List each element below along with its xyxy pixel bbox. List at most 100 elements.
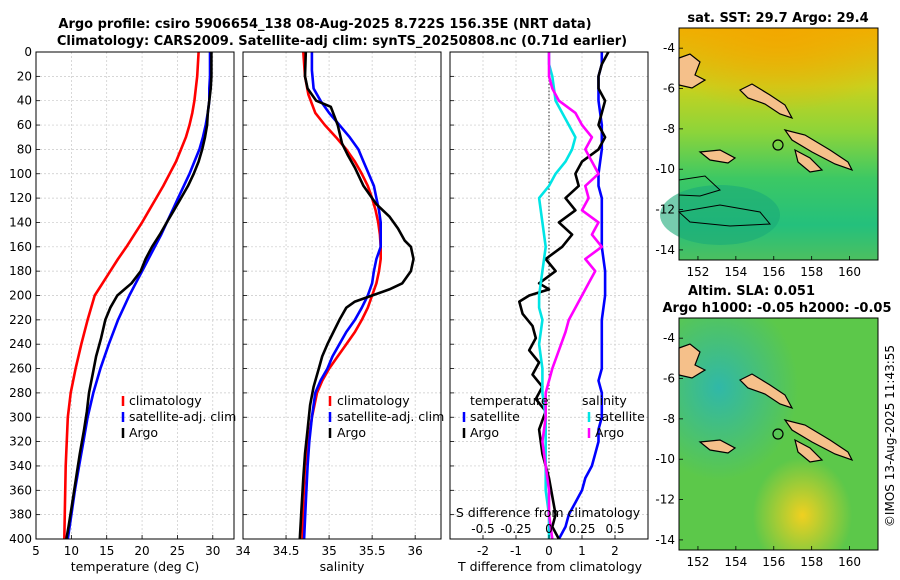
tick-label-depth: 280	[9, 386, 32, 400]
tick-label-depth: 200	[9, 289, 32, 303]
tick-label-depth: 240	[9, 337, 32, 351]
legend-label-t-argo: Argo	[470, 425, 499, 440]
difference-series	[517, 51, 610, 540]
series-line-salinity-argo	[541, 52, 604, 540]
tick-label-depth: 80	[17, 142, 32, 156]
tick-label-depth: 0	[24, 45, 32, 59]
salinity-xlabel: salinity	[320, 559, 365, 574]
t-difference-xlabel: T difference from climatology	[457, 559, 643, 574]
tick-label-x: 2	[611, 544, 619, 558]
difference-legend-temperature: temperature satellite Argo	[462, 393, 549, 440]
tick-label-x: 30	[205, 544, 220, 558]
tick-label-depth: 180	[9, 264, 32, 278]
sst-cool-region	[660, 185, 780, 245]
sla-high-region	[679, 318, 878, 550]
tick-label-x: 35.5	[359, 544, 386, 558]
s-difference-label: S difference from climatology	[456, 505, 641, 520]
tick-label-lon: 156	[762, 265, 785, 279]
tick-label-depth: 220	[9, 313, 32, 327]
temperature-ticks: 0 20 40 60 80 100 120 140 160 180 200 220 240 260 280 3…	[9, 45, 220, 558]
tick-label-depth: 320	[9, 435, 32, 449]
tick-label-depth: 20	[17, 69, 32, 83]
tick-label-depth: 360	[9, 483, 32, 497]
tick-label-lat: -8	[663, 412, 675, 426]
s-difference-ticks: -0.5 -0.25 0 0.25 0.5	[471, 522, 624, 536]
sla-coastline	[678, 343, 854, 463]
legend-label-climatology: climatology	[129, 393, 202, 408]
tick-label-depth: 40	[17, 94, 32, 108]
sst-map-title: sat. SST: 29.7 Argo: 29.4	[687, 11, 868, 26]
tick-label-lat: -8	[663, 122, 675, 136]
sst-map-ticks: 152 154 156 158 160 -4 -6 -8 -10 -12 -14	[655, 41, 861, 279]
salinity-series	[298, 51, 415, 540]
tick-label-depth: 260	[9, 362, 32, 376]
tick-label-depth: 140	[9, 215, 32, 229]
bougainville-land	[738, 373, 794, 410]
tick-label-lon: 154	[724, 265, 747, 279]
tick-label-x: 34.5	[273, 544, 300, 558]
legend-heading-temperature: temperature	[470, 393, 549, 408]
bougainville-land	[738, 83, 794, 120]
temperature-legend: climatology satellite-adj. clim Argo	[121, 393, 236, 440]
argo-float-marker	[772, 139, 784, 151]
tick-label-lon: 156	[762, 555, 785, 569]
series-line-temperature-satellite	[557, 52, 607, 540]
tick-label-lon: 154	[724, 555, 747, 569]
tick-label-s-difference: 0.5	[605, 522, 624, 536]
tick-label-x: 34	[235, 544, 250, 558]
legend-label-argo: Argo	[129, 425, 158, 440]
sst-coastline	[677, 53, 854, 227]
tick-label-depth: 400	[9, 532, 32, 546]
sla-map: Altim. SLA: 0.051 Argo h1000: -0.05 h200…	[655, 284, 891, 569]
tick-label-lat: -10	[655, 162, 675, 176]
tick-label-lon: 160	[838, 265, 861, 279]
new-guinea-land	[678, 343, 707, 379]
west-island-land	[698, 439, 737, 454]
new-guinea-land	[678, 53, 707, 89]
tick-label-lat: -14	[655, 533, 675, 547]
legend-label-satellite: satellite-adj. clim	[129, 409, 236, 424]
tick-label-lat: -12	[655, 493, 675, 507]
solomon-islands-land	[783, 129, 854, 172]
series-line-argo	[65, 52, 213, 540]
tick-label-lat: -14	[655, 243, 675, 257]
tick-label-x: 10	[64, 544, 79, 558]
legend-label-s-argo: Argo	[595, 425, 624, 440]
legend-label-t-satellite: satellite	[470, 409, 520, 424]
tick-label-x: 35	[321, 544, 336, 558]
salinity-panel: 34 34.5 35 35.5 36 salinity climatology sate…	[235, 51, 444, 574]
series-line-climatology	[301, 51, 383, 540]
series-line-argo	[298, 51, 415, 540]
tick-label-lat: -6	[663, 82, 675, 96]
legend-label-climatology: climatology	[337, 393, 410, 408]
tick-label-lat: -10	[655, 452, 675, 466]
difference-ticks: -2 -1 0 1 2	[450, 51, 619, 558]
legend-label-satellite: satellite-adj. clim	[337, 409, 444, 424]
salinity-legend: climatology satellite-adj. clim Argo	[328, 393, 444, 440]
tick-label-x: 25	[170, 544, 185, 558]
figure-title-line1: Argo profile: csiro 5906654_138 08-Aug-2…	[58, 17, 591, 32]
tick-label-x: -2	[477, 544, 489, 558]
argo-float-marker	[772, 428, 784, 440]
tick-label-x: 0	[545, 544, 553, 558]
tick-label-x: 5	[32, 544, 40, 558]
tick-label-s-difference: -0.25	[500, 522, 531, 536]
salinity-grid	[242, 52, 441, 539]
sst-map: sat. SST: 29.7 Argo: 29.4 152 154 156 158 16…	[655, 11, 879, 279]
solomon-islands-land	[783, 419, 854, 462]
reef-outline-south	[677, 204, 772, 227]
tick-label-lat: -4	[663, 41, 675, 55]
series-line-climatology	[63, 51, 200, 540]
salinity-ticks: 34 34.5 35 35.5 36	[235, 51, 423, 558]
tick-label-x: -1	[510, 544, 522, 558]
tick-label-lon: 160	[838, 555, 861, 569]
west-island-land	[698, 149, 737, 164]
tick-label-s-difference: 0.25	[569, 522, 596, 536]
tick-label-s-difference: -0.5	[471, 522, 494, 536]
tick-label-depth: 120	[9, 191, 32, 205]
tick-label-depth: 60	[17, 118, 32, 132]
legend-label-argo: Argo	[337, 425, 366, 440]
figure-title-line2: Climatology: CARS2009. Satellite-adj cli…	[57, 34, 627, 49]
sst-map-frame	[678, 27, 879, 261]
